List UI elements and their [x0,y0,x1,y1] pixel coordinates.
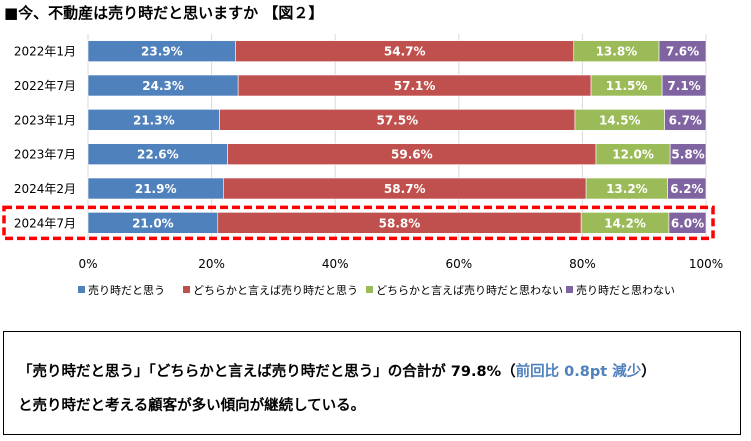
legend-swatch [566,286,573,293]
highlight-box [2,205,715,241]
bar-segment [661,74,707,97]
data-label: 6.0% [671,216,704,230]
bar-segment [664,109,707,131]
category-label: 2023年1月 [14,113,76,127]
category-label: 2024年2月 [14,182,76,196]
data-label: 11.5% [606,79,648,93]
data-label: 7.1% [667,79,700,93]
x-tick-label: 80% [569,257,596,271]
data-label: 58.7% [384,182,426,196]
data-label: 12.0% [612,148,654,162]
data-label: 57.5% [376,113,418,127]
legend-label: どちらかと言えば売り時だと思う [193,284,358,297]
data-label: 21.9% [135,182,177,196]
data-label: 59.6% [391,148,433,162]
legend-swatch [183,286,190,293]
data-label: 14.5% [599,113,641,127]
category-label: 2022年7月 [14,79,76,93]
data-label: 6.7% [669,113,702,127]
legend-label: 売り時だと思わない [576,284,675,297]
data-label: 21.3% [133,113,175,127]
summary-highlight: 前回比 0.8pt 減少 [515,364,642,380]
data-label: 58.8% [379,216,421,230]
category-label: 2023年7月 [14,148,76,162]
x-tick-label: 100% [689,257,723,271]
data-label: 57.1% [394,79,436,93]
data-label: 7.6% [666,45,699,59]
summary-text-main: 「売り時だと思う」「どちらかと言えば売り時だと思う」の合計が 79.8%（ [18,364,516,380]
x-tick-label: 20% [198,257,225,271]
data-label: 21.0% [132,216,174,230]
bar-segment [668,212,707,234]
bar-segment [667,177,707,200]
data-label: 24.3% [142,79,184,93]
data-label: 23.9% [141,45,183,59]
bar-segment [658,40,707,62]
data-label: 13.8% [596,45,638,59]
data-label: 22.6% [137,148,179,162]
summary-line-1: 「売り時だと思う」「どちらかと言えば売り時だと思う」の合計が 79.8%（前回比… [18,360,656,381]
x-tick-label: 40% [322,257,349,271]
summary-text-end: ） [641,364,656,380]
data-label: 5.8% [671,148,704,162]
data-label: 13.2% [606,182,648,196]
legend-swatch [78,286,85,293]
summary-box: 「売り時だと思う」「どちらかと言えば売り時だと思う」の合計が 79.8%（前回比… [3,331,741,435]
legend-label: 売り時だと思う [88,284,165,297]
data-label: 6.2% [670,182,703,196]
summary-line-2: と売り時だと考える顧客が多い傾向が継続している。 [18,398,366,414]
stacked-bar-chart: 23.9% 54.7% 13.8% 7.6% 2022年1月 24.3% 57.1% 11.5… [2,34,723,297]
bar-segment [669,143,707,165]
data-label: 54.7% [384,45,426,59]
legend-swatch [366,286,373,293]
category-label: 2024年7月 [14,216,76,230]
x-tick-label: 60% [445,257,472,271]
category-label: 2022年1月 [14,45,76,59]
legend-label: どちらかと言えば売り時だと思わない [376,284,563,297]
chart-title: ■今、不動産は売り時だと思いますか 【図２】 [4,4,324,22]
x-tick-label: 0% [78,257,97,271]
data-label: 14.2% [604,216,646,230]
